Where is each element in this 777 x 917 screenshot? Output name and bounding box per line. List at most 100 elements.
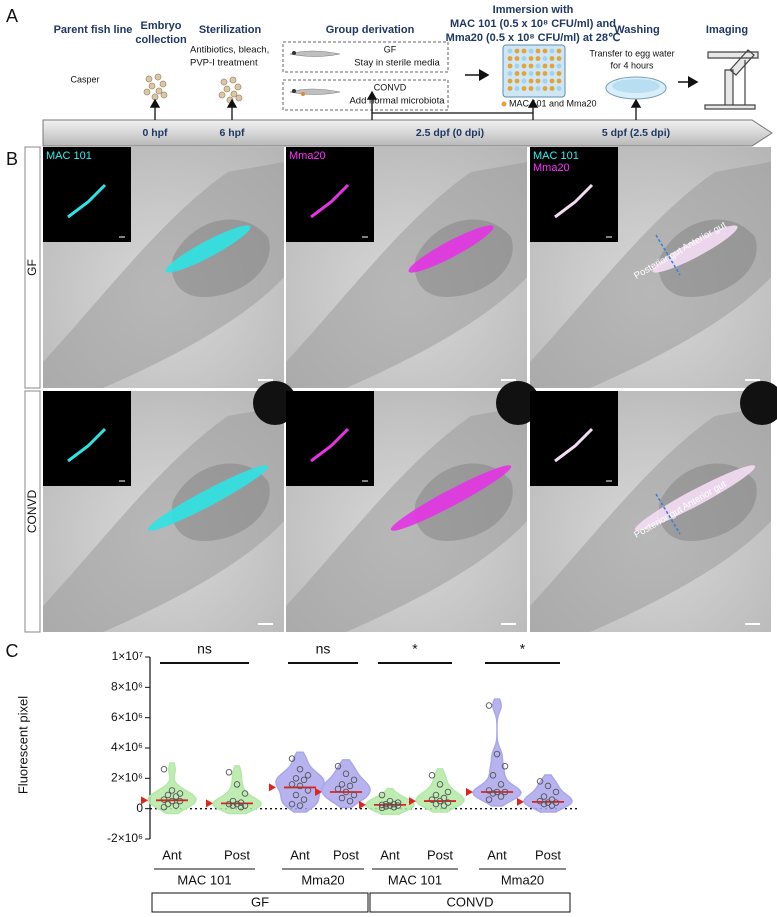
well	[549, 78, 555, 84]
well	[528, 71, 534, 76]
egg	[143, 88, 151, 96]
gut-signal	[652, 225, 738, 273]
data-point	[428, 772, 436, 779]
data-point	[485, 702, 493, 709]
data-point	[233, 800, 241, 808]
channel-label: MAC 101	[46, 150, 92, 162]
data-point	[440, 802, 448, 809]
timeline-label: 0 hpf	[142, 127, 168, 139]
well	[514, 78, 520, 84]
data-point	[342, 788, 350, 796]
legend-dot	[501, 101, 507, 107]
data-point	[225, 800, 233, 808]
data-point	[501, 762, 509, 770]
data-point	[292, 791, 300, 799]
median-marker	[206, 799, 213, 808]
data-point	[164, 800, 172, 808]
well	[535, 86, 541, 91]
data-point	[300, 796, 308, 803]
well	[514, 56, 520, 61]
step-title: Imaging	[706, 24, 748, 36]
micrograph	[43, 381, 297, 632]
data-point	[548, 802, 556, 809]
egg	[159, 80, 167, 88]
median-marker	[466, 787, 473, 796]
channel-label: Mma20	[289, 150, 326, 162]
larva-gut	[301, 92, 305, 96]
gut-signal	[165, 225, 251, 273]
well	[514, 71, 520, 76]
timeline-label: 5 dpf (2.5 dpi)	[602, 127, 670, 139]
x-tick-label: Post	[535, 847, 561, 862]
well	[535, 71, 541, 76]
well	[556, 63, 562, 69]
y-tick-label: 8×10⁶	[111, 680, 143, 694]
well	[556, 86, 562, 91]
gut-signal	[147, 465, 269, 531]
data-point	[378, 791, 386, 799]
data-point	[304, 787, 312, 794]
data-point	[334, 762, 342, 770]
larva	[289, 50, 341, 57]
data-point	[489, 790, 497, 797]
well	[507, 56, 513, 61]
step-title: Immersion with	[493, 4, 574, 16]
fish-eye	[740, 381, 777, 425]
well	[507, 78, 513, 84]
fish-yolk	[658, 219, 757, 297]
micrograph	[286, 381, 540, 632]
egg	[235, 94, 243, 102]
well	[514, 48, 520, 54]
timeline-label: 6 hpf	[219, 127, 245, 139]
group-label: MAC 101	[177, 872, 231, 887]
data-point	[164, 791, 172, 799]
data-point	[485, 796, 493, 803]
data-point	[229, 797, 237, 805]
egg	[220, 78, 228, 86]
condition-label: CONVD	[447, 894, 494, 909]
data-point	[292, 775, 300, 782]
data-point	[432, 791, 440, 799]
violin	[523, 774, 573, 813]
x-tick-label: Ant	[487, 847, 507, 862]
fish-yolk	[414, 219, 513, 297]
row-label: CONVD	[25, 490, 39, 534]
data-point	[160, 765, 168, 773]
data-point	[288, 755, 296, 762]
egg	[160, 91, 168, 99]
median-marker	[269, 783, 276, 792]
well	[549, 71, 555, 76]
panel-label: B	[6, 149, 18, 169]
data-point	[288, 781, 296, 788]
data-point	[229, 802, 237, 809]
data-point	[296, 802, 304, 809]
data-point	[338, 794, 346, 802]
data-point	[296, 765, 304, 773]
well	[528, 56, 534, 61]
data-point	[428, 796, 436, 803]
fish-body	[530, 162, 771, 388]
y-axis-title: Fluorescent pixel	[15, 696, 30, 794]
larva-eye	[292, 89, 296, 93]
micrograph	[286, 147, 527, 388]
fish-body	[286, 162, 527, 388]
median-marker	[517, 797, 524, 806]
data-point	[241, 802, 249, 809]
egg	[230, 90, 238, 98]
data-point	[489, 772, 497, 779]
well	[542, 78, 548, 84]
inset-signal	[67, 183, 107, 219]
egg	[234, 83, 242, 91]
data-point	[501, 788, 509, 796]
data-point	[160, 796, 168, 803]
gut-signal	[634, 465, 756, 531]
data-point	[334, 785, 342, 793]
significance-label: *	[520, 641, 526, 657]
egg	[218, 91, 226, 99]
data-point	[176, 790, 184, 797]
data-point	[493, 750, 501, 758]
y-tick-label: 1×10⁷	[112, 649, 143, 663]
data-point	[160, 803, 168, 811]
